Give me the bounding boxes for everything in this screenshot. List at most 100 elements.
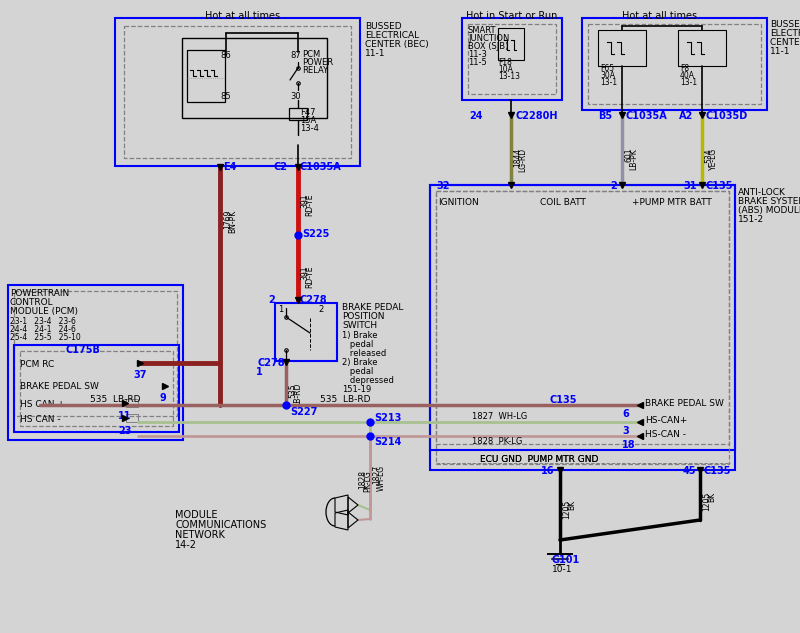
Bar <box>14 345 179 432</box>
Text: 30A: 30A <box>600 71 615 80</box>
Text: 2: 2 <box>318 305 323 314</box>
Text: SMART: SMART <box>468 26 497 35</box>
Text: YE-LG: YE-LG <box>709 148 718 170</box>
Text: pedal: pedal <box>342 367 374 376</box>
Text: 13-13: 13-13 <box>498 72 520 81</box>
Text: NETWORK: NETWORK <box>175 530 225 540</box>
Text: ANTI-LOCK: ANTI-LOCK <box>738 188 786 197</box>
Text: BUSSED: BUSSED <box>365 22 402 31</box>
Bar <box>187 50 225 102</box>
Text: pedal: pedal <box>342 340 374 349</box>
Text: RD-YE: RD-YE <box>305 265 314 287</box>
Text: 1844: 1844 <box>513 148 522 167</box>
Text: Hot in Start or Run: Hot in Start or Run <box>466 11 558 21</box>
Text: 2: 2 <box>610 181 617 191</box>
Text: 9: 9 <box>159 393 166 403</box>
Text: S227: S227 <box>290 407 318 417</box>
Text: 13-4: 13-4 <box>300 124 319 133</box>
Text: 1) Brake: 1) Brake <box>342 331 378 340</box>
Text: 23: 23 <box>118 426 131 436</box>
Text: C2: C2 <box>274 162 288 172</box>
Text: Hot at all times: Hot at all times <box>206 11 281 21</box>
Text: 535: 535 <box>288 383 297 398</box>
Text: BRAKE SYSTEM: BRAKE SYSTEM <box>738 197 800 206</box>
Text: PCM: PCM <box>302 50 320 59</box>
Text: 37: 37 <box>133 370 146 380</box>
Text: BN-PK: BN-PK <box>228 210 237 233</box>
Text: MODULE (PCM): MODULE (PCM) <box>10 307 78 316</box>
Text: 23-1   23-4   23-6: 23-1 23-4 23-6 <box>10 317 76 326</box>
Text: LB-PK: LB-PK <box>629 148 638 170</box>
Text: 45: 45 <box>683 466 697 476</box>
Text: 11: 11 <box>118 411 131 421</box>
Text: S214: S214 <box>374 437 402 447</box>
Text: 1205: 1205 <box>562 500 571 519</box>
Text: HS CAN +: HS CAN + <box>20 400 65 409</box>
Text: BRAKE PEDAL SW: BRAKE PEDAL SW <box>645 399 724 408</box>
Text: IGNITION: IGNITION <box>438 198 478 207</box>
Text: ELECTRICAL: ELECTRICAL <box>770 29 800 38</box>
Bar <box>8 285 183 440</box>
Bar <box>430 185 735 450</box>
Text: 85: 85 <box>220 92 230 101</box>
Text: PK-LG: PK-LG <box>363 470 372 492</box>
Bar <box>462 18 562 100</box>
Bar <box>468 24 556 94</box>
Text: POWER: POWER <box>302 58 333 67</box>
Text: 10-1: 10-1 <box>552 565 573 574</box>
Text: 30: 30 <box>290 92 301 101</box>
Text: 1: 1 <box>278 305 283 314</box>
Text: 11-1: 11-1 <box>365 49 386 58</box>
Text: WH-LG: WH-LG <box>377 465 386 491</box>
Bar <box>14 291 177 416</box>
Text: HS CAN -: HS CAN - <box>20 415 61 424</box>
Text: E4: E4 <box>223 162 236 172</box>
Text: 11-3: 11-3 <box>468 50 487 59</box>
Text: HS-CAN+: HS-CAN+ <box>645 416 687 425</box>
Text: C1035D: C1035D <box>706 111 748 121</box>
Text: 14-2: 14-2 <box>175 540 197 550</box>
Text: C1035A: C1035A <box>626 111 668 121</box>
Bar <box>182 38 327 118</box>
Bar <box>498 28 524 60</box>
Text: CONTROL: CONTROL <box>10 298 54 307</box>
Text: F18: F18 <box>498 58 512 67</box>
Text: 18: 18 <box>622 440 636 450</box>
Text: 87: 87 <box>290 51 301 60</box>
Text: 6: 6 <box>622 409 629 419</box>
Text: (ABS) MODULE: (ABS) MODULE <box>738 206 800 215</box>
Text: JUNCTION: JUNCTION <box>468 34 510 43</box>
Text: 11-1: 11-1 <box>770 47 790 56</box>
Text: BRAKE PEDAL: BRAKE PEDAL <box>342 303 403 312</box>
Text: C135: C135 <box>704 466 731 476</box>
Bar <box>126 399 138 407</box>
Text: 3: 3 <box>622 426 629 436</box>
Text: 1827: 1827 <box>372 465 381 484</box>
Text: BK: BK <box>707 492 716 502</box>
Text: 1828: 1828 <box>358 470 367 489</box>
Text: A2: A2 <box>679 111 694 121</box>
Text: 151-19: 151-19 <box>342 385 371 394</box>
Bar <box>430 185 735 470</box>
Text: 601: 601 <box>624 148 633 163</box>
Bar <box>678 30 726 66</box>
Text: COMMUNICATIONS: COMMUNICATIONS <box>175 520 266 530</box>
Text: ECU GND  PUMP MTR GND: ECU GND PUMP MTR GND <box>480 455 598 464</box>
Text: RELAY: RELAY <box>302 66 328 75</box>
Text: 2: 2 <box>268 295 274 305</box>
Text: 13-1: 13-1 <box>680 78 697 87</box>
Text: 534: 534 <box>704 148 713 163</box>
Text: 391: 391 <box>300 265 309 280</box>
Bar <box>598 30 646 66</box>
Text: S213: S213 <box>374 413 402 423</box>
Text: C278: C278 <box>258 358 286 368</box>
Text: LG-RD: LG-RD <box>518 148 527 172</box>
Text: 1: 1 <box>256 367 262 377</box>
Text: 24-4   24-1   24-6: 24-4 24-1 24-6 <box>10 325 76 334</box>
Text: C1035A: C1035A <box>300 162 342 172</box>
Text: PCM RC: PCM RC <box>20 360 54 369</box>
Text: C175B: C175B <box>65 345 100 355</box>
Text: Hot at all times: Hot at all times <box>622 11 698 21</box>
Text: 24: 24 <box>469 111 482 121</box>
Text: 16: 16 <box>541 466 554 476</box>
